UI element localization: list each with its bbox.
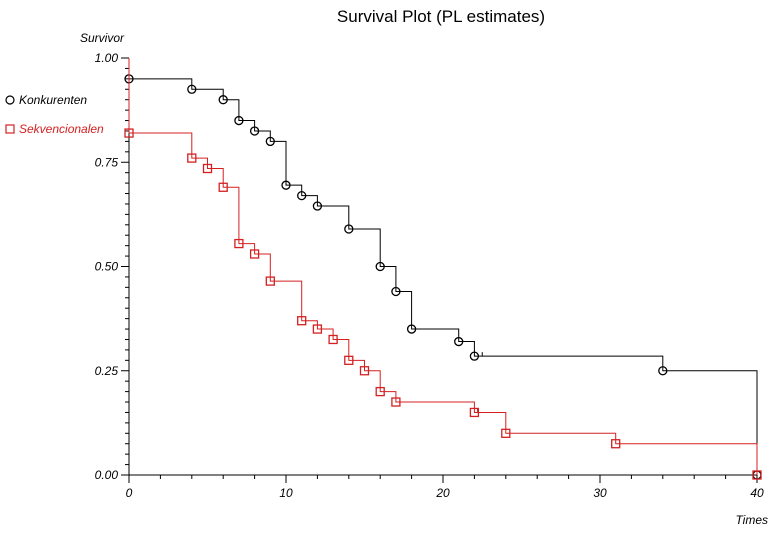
point-marker xyxy=(469,407,480,418)
point-marker xyxy=(312,324,323,334)
point-marker xyxy=(391,397,401,407)
point-marker xyxy=(391,286,401,297)
point-marker xyxy=(218,95,228,105)
point-marker xyxy=(265,276,275,286)
point-marker xyxy=(312,201,323,211)
y-tick-label: 0.00 xyxy=(95,468,119,482)
y-ticks: 0.00 0.25 0.50 0.75 1.00 xyxy=(95,51,129,482)
point-marker xyxy=(297,316,307,326)
legend-marker-konkurenten xyxy=(5,95,15,105)
point-marker xyxy=(249,249,260,259)
point-marker xyxy=(344,355,354,365)
point-marker xyxy=(406,324,417,334)
x-tick-label: 40 xyxy=(750,486,764,500)
point-marker xyxy=(658,366,668,376)
x-axis-label: Times xyxy=(735,513,768,527)
legend: Konkurenten Sekvencionalen xyxy=(5,93,104,136)
x-tick-label: 20 xyxy=(435,486,450,500)
y-tick-label: 0.75 xyxy=(95,155,119,169)
point-marker xyxy=(375,386,385,397)
step-line-konkurenten xyxy=(128,58,758,475)
point-marker xyxy=(469,351,480,361)
series-konkurenten xyxy=(124,58,762,480)
x-tick-label: 30 xyxy=(593,486,607,500)
y-tick-label: 0.50 xyxy=(95,260,119,274)
step-line-sekvencionalen xyxy=(128,58,758,475)
point-marker xyxy=(501,428,511,438)
x-ticks: 0 10 20 30 40 xyxy=(126,475,764,500)
point-marker xyxy=(234,115,244,126)
legend-label-konkurenten: Konkurenten xyxy=(19,93,87,107)
point-marker xyxy=(249,126,260,136)
point-marker xyxy=(124,128,134,138)
x-tick-label: 0 xyxy=(126,486,133,500)
point-marker xyxy=(265,136,275,147)
point-marker xyxy=(752,470,762,480)
point-marker xyxy=(359,366,370,376)
point-marker xyxy=(281,180,291,190)
series-layer xyxy=(124,58,762,480)
y-tick-label: 1.00 xyxy=(95,51,119,65)
point-marker xyxy=(218,182,228,192)
legend-label-sekvencionalen: Sekvencionalen xyxy=(19,122,104,136)
series-sekvencionalen xyxy=(124,58,762,480)
point-marker xyxy=(344,224,354,234)
point-marker xyxy=(611,439,621,449)
point-marker xyxy=(454,336,464,347)
y-tick-label: 0.25 xyxy=(95,364,119,378)
point-marker xyxy=(328,334,338,345)
x-tick-label: 10 xyxy=(279,486,293,500)
y-axis-label: Survivor xyxy=(80,31,125,45)
point-marker xyxy=(187,84,197,94)
point-marker xyxy=(202,163,213,174)
point-marker xyxy=(297,190,307,201)
point-marker xyxy=(187,153,197,163)
point-marker xyxy=(234,238,244,249)
legend-marker-sekvencionalen xyxy=(5,124,15,134)
chart-title: Survival Plot (PL estimates) xyxy=(337,7,545,26)
point-marker xyxy=(375,261,385,272)
